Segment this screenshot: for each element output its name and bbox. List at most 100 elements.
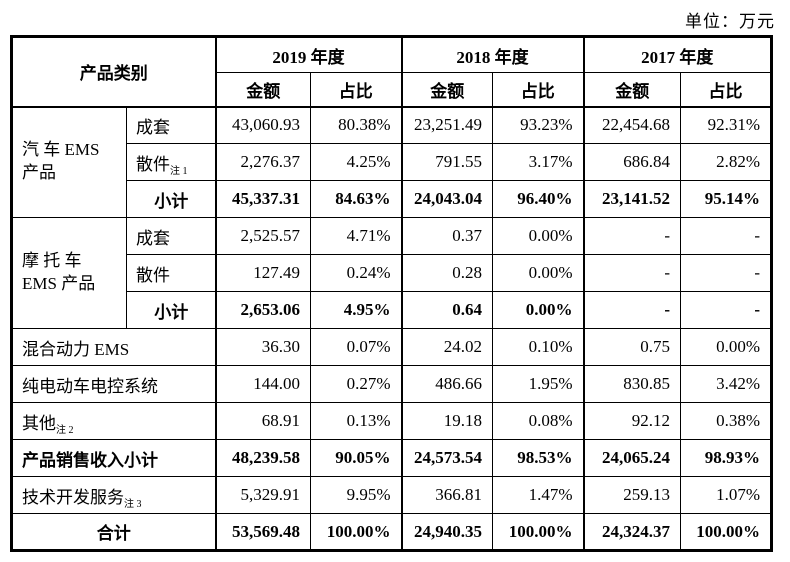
ratio-cell: 92.31% [680,106,772,144]
ratio-cell: 100.00% [492,513,584,551]
ratio-cell: 1.47% [492,476,584,514]
row-label: 成套 [126,106,216,144]
ratio-cell: 3.42% [680,365,772,403]
ratio-cell: 2.82% [680,143,772,181]
header-amount: 金额 [400,72,493,108]
amount-cell: 5,329.91 [214,476,311,514]
row-label: 技术开发服务注 3 [11,476,216,514]
amount-cell: 24.02 [400,328,493,366]
amount-cell: 0.64 [400,291,493,329]
ratio-cell: - [680,291,772,329]
header-year-2017: 2017 年度 [582,36,772,73]
amount-cell: 53,569.48 [214,513,311,551]
footnote-marker: 注 1 [170,165,188,177]
amount-cell: 791.55 [400,143,493,181]
amount-cell: 45,337.31 [214,180,311,218]
revenue-table: 产品类别 2019 年度 2018 年度 2017 年度 金额 占比 金额 占比… [10,35,773,552]
ratio-cell: 95.14% [680,180,772,218]
header-amount: 金额 [214,72,311,108]
amount-cell: 43,060.93 [214,106,311,144]
amount-cell: 23,141.52 [582,180,681,218]
amount-cell: 24,940.35 [400,513,493,551]
row-label: 成套 [126,217,216,255]
amount-cell: 2,653.06 [214,291,311,329]
ratio-cell: 4.71% [310,217,402,255]
amount-cell: 19.18 [400,402,493,440]
amount-cell: - [582,254,681,292]
amount-cell: 0.28 [400,254,493,292]
amount-cell: 48,239.58 [214,439,311,477]
header-year-2018: 2018 年度 [400,36,584,73]
amount-cell: 686.84 [582,143,681,181]
amount-cell: 36.30 [214,328,311,366]
amount-cell: 366.81 [400,476,493,514]
row-label: 散件注 1 [126,143,216,181]
header-year-2019: 2019 年度 [214,36,402,73]
ratio-cell: 98.93% [680,439,772,477]
ratio-cell: 0.08% [492,402,584,440]
ratio-cell: 0.00% [492,217,584,255]
table-row-total: 合计 53,569.48 100.00% 24,940.35 100.00% 2… [11,513,772,551]
footnote-marker: 注 2 [56,424,74,436]
table-row-subtotal: 小计 45,337.31 84.63% 24,043.04 96.40% 23,… [12,180,772,218]
ratio-cell: 0.07% [310,328,402,366]
table-row-product-subtotal: 产品销售收入小计 48,239.58 90.05% 24,573.54 98.5… [11,439,772,477]
amount-cell: 92.12 [582,402,681,440]
ratio-cell: 93.23% [492,106,584,144]
table-row: 技术开发服务注 3 5,329.91 9.95% 366.81 1.47% 25… [11,476,772,514]
ratio-cell: 90.05% [310,439,402,477]
row-label: 产品销售收入小计 [11,439,216,477]
amount-cell: 830.85 [582,365,681,403]
amount-cell: 24,573.54 [400,439,493,477]
ratio-cell: 9.95% [310,476,402,514]
amount-cell: 127.49 [214,254,311,292]
ratio-cell: 0.00% [492,291,584,329]
ratio-cell: 96.40% [492,180,584,218]
amount-cell: 144.00 [214,365,311,403]
ratio-cell: 100.00% [680,513,772,551]
ratio-cell: - [680,217,772,255]
table-row: 摩 托 车 EMS 产品 成套 2,525.57 4.71% 0.37 0.00… [11,217,772,329]
table-row: 纯电动车电控系统 144.00 0.27% 486.66 1.95% 830.8… [11,365,772,403]
row-label: 混合动力 EMS [11,328,216,366]
amount-cell: 259.13 [582,476,681,514]
row-label: 小计 [126,180,216,218]
ratio-cell: 0.24% [310,254,402,292]
amount-cell: 68.91 [214,402,311,440]
header-product-category: 产品类别 [11,36,216,108]
amount-cell: 0.75 [582,328,681,366]
table-row: 其他注 2 68.91 0.13% 19.18 0.08% 92.12 0.38… [11,402,772,440]
ratio-cell: 0.00% [680,328,772,366]
row-label: 散件 [126,254,216,292]
ratio-cell: 98.53% [492,439,584,477]
header-ratio: 占比 [310,72,402,108]
ratio-cell: 0.27% [310,365,402,403]
ratio-cell: 1.95% [492,365,584,403]
amount-cell: 24,043.04 [400,180,493,218]
row-label: 其他注 2 [11,402,216,440]
unit-label: 单位：万元 [685,12,775,31]
table-row: 散件注 1 2,276.37 4.25% 791.55 3.17% 686.84… [12,143,772,181]
amount-cell: 0.37 [400,217,493,255]
amount-cell: - [582,217,681,255]
row-label: 合计 [11,513,216,551]
ratio-cell: 100.00% [310,513,402,551]
row-label: 小计 [126,291,216,329]
ratio-cell: 0.38% [680,402,772,440]
header-amount: 金额 [582,72,681,108]
footnote-marker: 注 3 [124,498,142,510]
group-label-moto-ems: 摩 托 车 EMS 产品 [11,217,127,329]
ratio-cell: 1.07% [680,476,772,514]
ratio-cell: 4.25% [310,143,402,181]
amount-cell: 24,324.37 [582,513,681,551]
table-row: 混合动力 EMS 36.30 0.07% 24.02 0.10% 0.75 0.… [11,328,772,366]
row-label: 纯电动车电控系统 [11,365,216,403]
amount-cell: 23,251.49 [400,106,493,144]
amount-cell: 22,454.68 [582,106,681,144]
amount-cell: 2,525.57 [214,217,311,255]
table-row: 汽 车 EMS 产品 成套 43,060.93 80.38% 23,251.49… [11,106,772,218]
amount-cell: - [582,291,681,329]
ratio-cell: 0.00% [492,254,584,292]
amount-cell: 486.66 [400,365,493,403]
amount-cell: 2,276.37 [214,143,311,181]
